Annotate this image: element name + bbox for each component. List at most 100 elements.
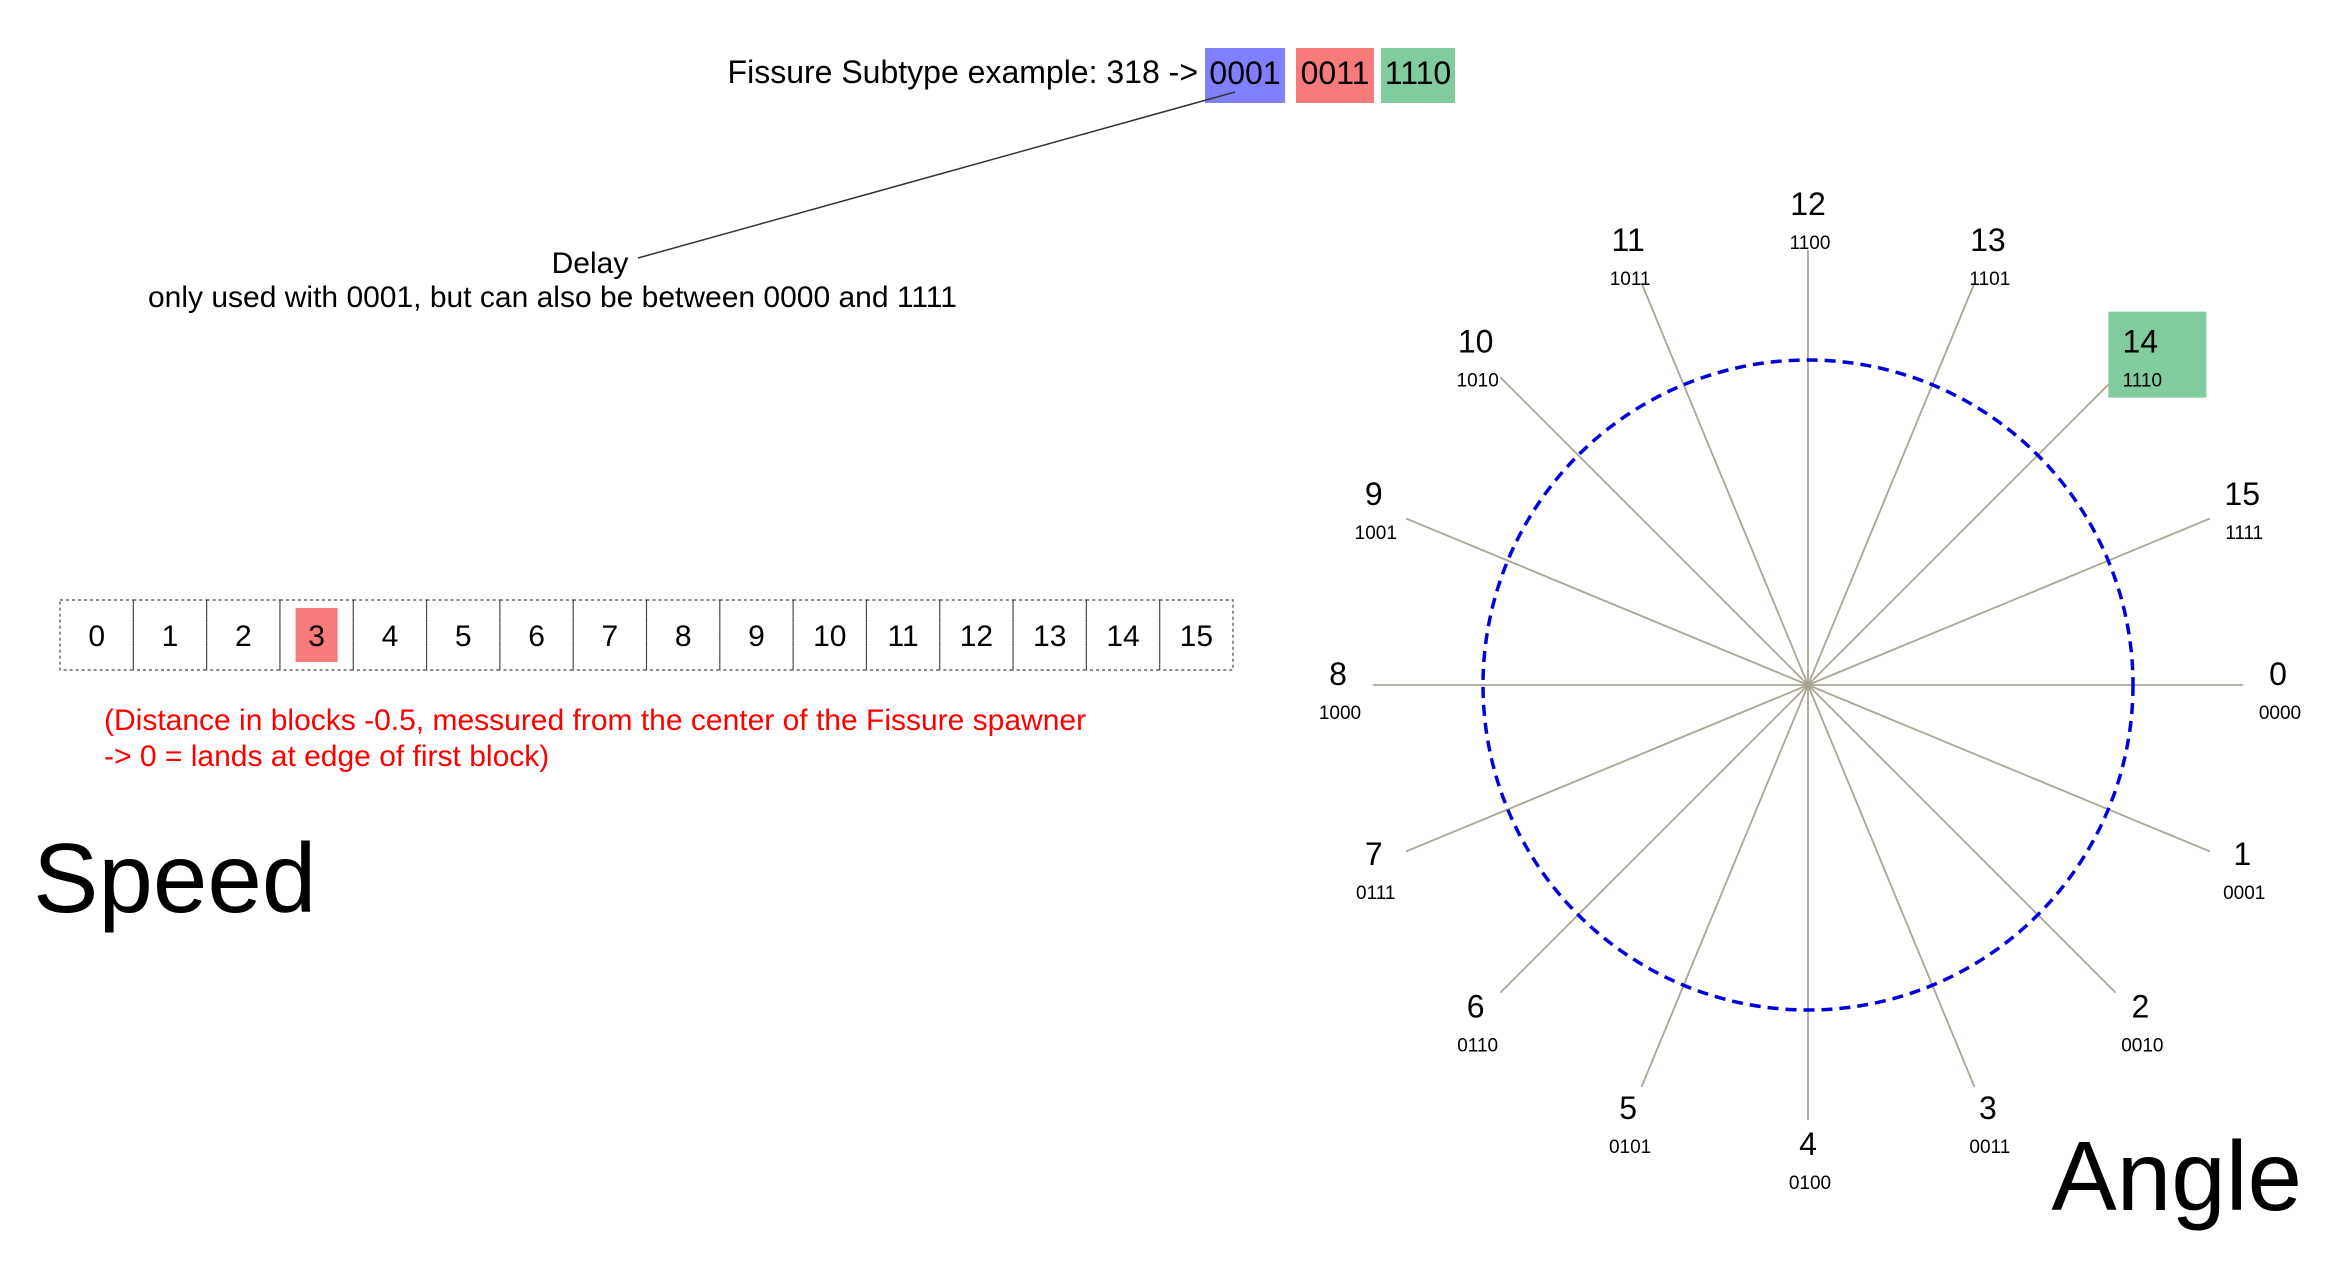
angle-value-label: 6 <box>1467 988 1485 1024</box>
angle-value-label: 8 <box>1329 656 1347 692</box>
angle-title: Angle <box>2051 1121 2302 1231</box>
delay-pointer-line <box>637 91 1236 259</box>
speed-cell: 14 <box>1085 599 1161 671</box>
angle-value-label: 0 <box>2269 656 2287 692</box>
angle-spoke-15 <box>1807 517 2211 686</box>
speed-cell-label: 4 <box>382 620 399 653</box>
speed-cell-box <box>865 599 941 671</box>
angle-range-circle <box>1481 358 2135 1012</box>
speed-cell-box <box>792 599 868 671</box>
angle-bits-label: 1101 <box>1969 269 2010 290</box>
angle-value-label: 4 <box>1799 1126 1817 1162</box>
speed-cell: 2 <box>206 599 281 671</box>
speed-cell: 0 <box>59 599 134 671</box>
speed-cell-box <box>352 599 428 671</box>
speed-cell-label: 12 <box>960 620 993 653</box>
speed-cell-box <box>1085 599 1161 671</box>
angle-bits-label: 1110 <box>2123 371 2162 392</box>
speed-cell: 8 <box>645 599 721 671</box>
speed-cell-label: 0 <box>88 620 105 653</box>
angle-value-label: 7 <box>1365 836 1383 872</box>
angle-bits-label: 0000 <box>2259 703 2301 724</box>
angle-value-label: 1 <box>2233 836 2251 872</box>
angle-spoke-11 <box>1640 282 1809 686</box>
speed-cell: 1 <box>132 599 208 671</box>
angle-bits-label: 1000 <box>1319 703 1361 724</box>
angle-label-14: 14 1110 <box>2108 311 2207 398</box>
angle-bits-text: 1110 <box>1385 55 1451 91</box>
speed-cell-box <box>499 599 574 671</box>
speed-cell-label: 3 <box>308 620 325 653</box>
speed-cell: 4 <box>352 599 428 671</box>
angle-dial: 0000010001200103001140100501016011070111… <box>1319 186 2301 1194</box>
delay-bits-highlight <box>1205 48 1285 103</box>
speed-cell: 12 <box>939 599 1014 671</box>
speed-cell-label: 9 <box>748 620 765 653</box>
angle-spoke-1 <box>1807 684 2211 853</box>
angle-bits-label: 1100 <box>1790 233 1831 254</box>
angle-spoke-5 <box>1640 684 1809 1088</box>
angle-label-12: 12 1100 <box>1790 186 1831 254</box>
delay-note: only used with 0001, but can also be bet… <box>148 281 957 314</box>
angle-value-label: 2 <box>2131 988 2149 1024</box>
speed-selected-highlight <box>295 608 338 662</box>
speed-note-line1: (Distance in blocks -0.5, messured from … <box>104 704 1086 737</box>
speed-cell-box <box>572 599 648 671</box>
angle-spoke-2 <box>1807 684 2117 994</box>
speed-cell: 13 <box>1012 599 1087 671</box>
speed-cell-label: 7 <box>602 620 619 653</box>
speed-cell-box <box>939 599 1014 671</box>
speed-section: 0 1 2 3 4 5 6 7 8 9 10 11 12 13 14 15 (Distance in bloc… <box>33 599 1234 933</box>
angle-spoke-3 <box>1807 684 1976 1088</box>
angle-bits-label: 1001 <box>1355 523 1397 544</box>
angle-label-13: 13 1101 <box>1969 222 2010 290</box>
angle-label-5: 5 0101 <box>1609 1090 1651 1158</box>
delay-bits-text: 0001 <box>1209 55 1280 91</box>
angle-section: 0000010001200103001140100501016011070111… <box>1319 186 2302 1231</box>
angle-value-label: 9 <box>1365 476 1383 512</box>
angle-spoke-9 <box>1405 517 1809 686</box>
subtype-example-header: Fissure Subtype example: 318 -> 0001 001… <box>728 48 1455 103</box>
angle-label-11: 11 1011 <box>1610 222 1651 290</box>
angle-label-4: 4 0100 <box>1789 1126 1831 1194</box>
angle-bits-label: 0110 <box>1457 1035 1498 1056</box>
angle-bits-label: 1011 <box>1610 269 1651 290</box>
angle-value-label: 12 <box>1790 186 1826 222</box>
angle-value-label: 14 <box>2123 324 2159 360</box>
angle-value-label: 5 <box>1619 1090 1637 1126</box>
speed-cell-label: 15 <box>1180 620 1213 653</box>
angle-spoke-7 <box>1405 684 1809 853</box>
subtype-example-label: Fissure Subtype example: 318 -> <box>728 54 1198 90</box>
speed-cell-label: 14 <box>1106 620 1139 653</box>
speed-bits-text: 0011 <box>1301 55 1370 91</box>
delay-section: Delay only used with 0001, but can also … <box>148 91 1236 314</box>
speed-cell: 5 <box>425 599 501 671</box>
angle-bits-label: 0101 <box>1609 1137 1651 1158</box>
angle-bits-label: 1010 <box>1457 371 1499 392</box>
angle-value-label: 15 <box>2224 476 2260 512</box>
angle-label-3: 3 0011 <box>1969 1090 2010 1158</box>
angle-bits-label: 0010 <box>2121 1035 2163 1056</box>
angle-value-label: 10 <box>1458 324 1494 360</box>
speed-cell-label: 11 <box>888 620 919 653</box>
angle-bits-label: 0100 <box>1789 1173 1831 1194</box>
angle-label-15: 15 1111 <box>2224 476 2263 544</box>
speed-cell-box <box>719 599 794 671</box>
angle-spoke-10 <box>1499 376 1809 686</box>
speed-cell-label: 8 <box>675 620 692 653</box>
speed-cell: 11 <box>865 599 941 671</box>
angle-label-7: 7 0111 <box>1356 836 1395 904</box>
speed-title: Speed <box>33 823 316 933</box>
speed-bits-highlight <box>1296 48 1374 103</box>
speed-note-line2: -> 0 = lands at edge of first block) <box>104 740 549 773</box>
angle-bits-highlight <box>1381 48 1455 103</box>
speed-cell-box <box>59 599 134 671</box>
angle-label-2: 2 0010 <box>2121 988 2163 1056</box>
speed-cell: 15 <box>1159 599 1234 671</box>
delay-title: Delay <box>552 247 629 280</box>
speed-cell: 7 <box>572 599 648 671</box>
speed-cell-label: 2 <box>235 620 252 653</box>
angle-spoke-6 <box>1499 684 1809 994</box>
